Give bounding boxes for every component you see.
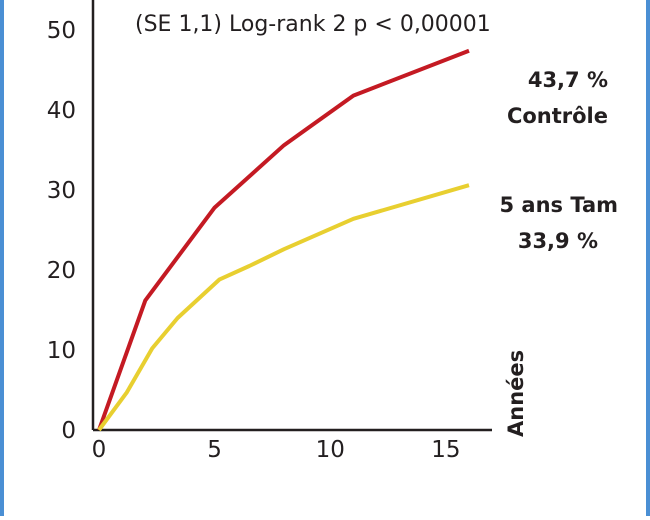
controle-value-label: 43,7 %	[528, 68, 608, 92]
survival-chart: 0 10 20 30 40 50 0 5 10 15 (SE 1,1) Log-rank 2 p…	[47, 0, 618, 463]
y-tick-40: 40	[47, 98, 76, 124]
x-tick-5: 5	[207, 437, 222, 463]
series-line-0	[97, 48, 470, 431]
tam-value-label: 33,9 %	[518, 229, 598, 253]
y-tick-0: 0	[61, 418, 76, 444]
x-tick-0: 0	[92, 437, 107, 463]
y-tick-30: 30	[47, 178, 76, 204]
series-line-1	[97, 183, 470, 432]
x-tick-10: 10	[316, 437, 345, 463]
y-tick-10: 10	[47, 338, 76, 364]
y-tick-20: 20	[47, 258, 76, 284]
x-tick-labels: 0 5 10 15	[92, 437, 461, 463]
chart-title: (SE 1,1) Log-rank 2 p < 0,00001	[135, 12, 491, 37]
xlabel: Années	[504, 350, 528, 437]
y-tick-50: 50	[47, 18, 76, 44]
tam-series-label: 5 ans Tam	[499, 193, 618, 217]
series-lines	[97, 48, 470, 432]
controle-series-label: Contrôle	[507, 104, 608, 128]
y-tick-labels: 0 10 20 30 40 50	[47, 18, 76, 444]
axes	[91, 0, 492, 432]
x-tick-15: 15	[431, 437, 460, 463]
